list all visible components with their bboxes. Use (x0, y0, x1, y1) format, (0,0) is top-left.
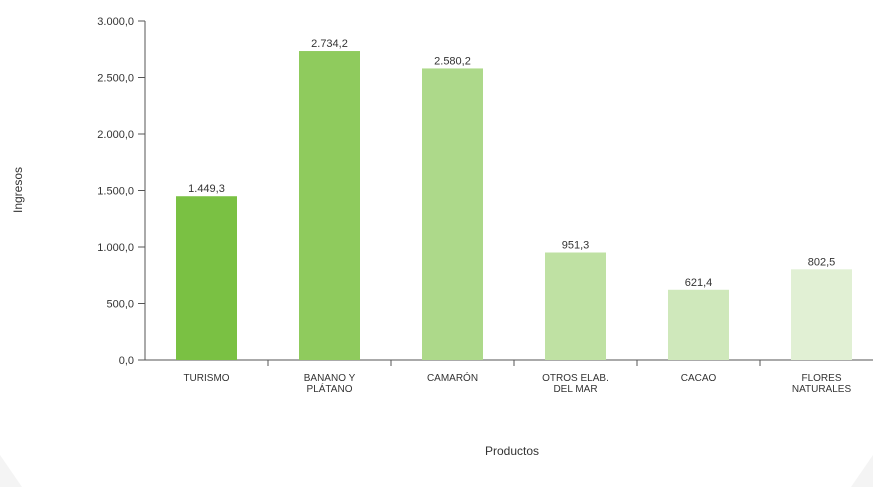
data-label: 2.580,2 (434, 55, 471, 67)
y-tick-label: 1.500,0 (97, 186, 134, 198)
y-axis-title: Ingresos (11, 167, 25, 213)
x-axis-title: Productos (485, 444, 539, 458)
data-label: 621,4 (685, 277, 713, 289)
bar (299, 51, 360, 360)
x-tick-label: OTROS ELAB. DEL MAR (542, 373, 609, 395)
bar (422, 68, 483, 360)
bar (176, 196, 237, 360)
data-label: 951,3 (562, 240, 590, 252)
x-tick-labels: TURISMO BANANO Y PLÁTANO CAMARÓN OTROS ELAB.… (183, 371, 851, 395)
y-axis: 0,0 500,0 1.000,0 1.500,0 2.000,0 2.500,0 3.00… (97, 16, 146, 367)
data-label: 802,5 (808, 256, 836, 268)
y-tick-label: 2.000,0 (97, 129, 134, 141)
x-axis (145, 359, 873, 366)
x-tick-label: CACAO (681, 373, 717, 384)
y-tick-label: 1.000,0 (97, 242, 134, 254)
y-tick-label: 2.500,0 (97, 73, 134, 85)
x-tick-label: BANANO Y PLÁTANO (304, 373, 356, 395)
x-tick-label: CAMARÓN (427, 371, 478, 384)
data-label: 1.449,3 (188, 183, 225, 195)
y-tick-label: 500,0 (106, 299, 134, 311)
x-tick-label: TURISMO (183, 373, 229, 384)
value-labels: 1.449,3 2.734,2 2.580,2 951,3 621,4 802,5 (188, 38, 835, 289)
bar (668, 289, 729, 360)
y-tick-label: 3.000,0 (97, 16, 134, 28)
x-tick-label: FLORES NATURALES (792, 373, 852, 395)
bar (791, 269, 852, 360)
bars (176, 51, 852, 360)
data-label: 2.734,2 (311, 38, 348, 50)
bar (545, 252, 606, 360)
y-tick-label: 0,0 (119, 355, 134, 367)
